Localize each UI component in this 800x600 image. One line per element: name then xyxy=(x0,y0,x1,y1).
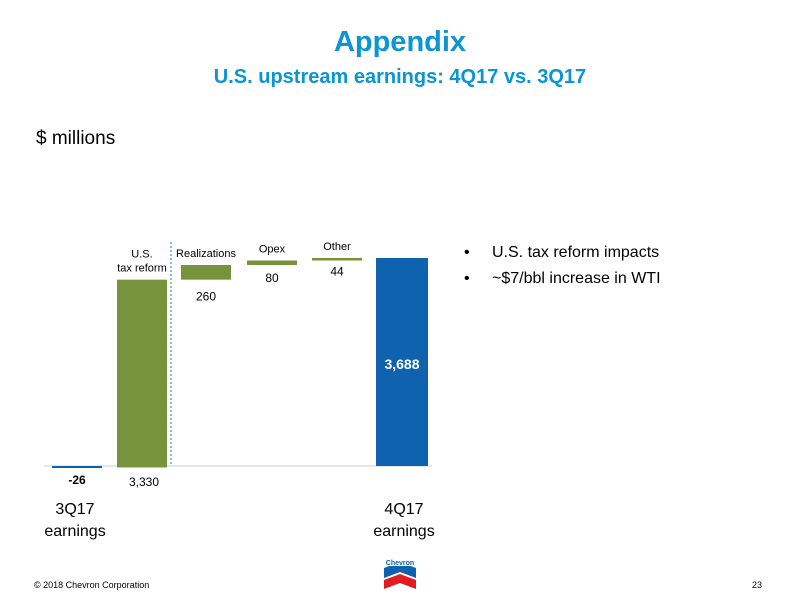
value-label-4: 44 xyxy=(330,264,344,278)
page-subtitle: U.S. upstream earnings: 4Q17 vs. 3Q17 xyxy=(213,66,587,88)
category-label-bottom-0-1: earnings xyxy=(44,523,105,540)
bar-1 xyxy=(117,279,167,468)
chevron-logo-icon: Chevron xyxy=(384,558,416,589)
value-label-1: 3,330 xyxy=(129,475,159,489)
value-label-3: 80 xyxy=(265,271,279,285)
bullet-dot-icon: • xyxy=(464,244,470,261)
category-label-top-2-0: Realizations xyxy=(176,248,236,260)
bullet-text: U.S. tax reform impacts xyxy=(492,244,660,261)
page-title: Appendix xyxy=(333,26,467,58)
category-label-top-1-1: tax reform xyxy=(117,263,167,275)
bullet-dot-icon: • xyxy=(464,270,470,287)
value-label-2: 260 xyxy=(196,290,216,304)
bar-2 xyxy=(181,264,231,280)
category-label-top-3-0: Opex xyxy=(259,243,286,255)
value-label-5: 3,688 xyxy=(384,356,419,372)
logo-wordmark: Chevron xyxy=(386,560,414,567)
category-label-top-4-0: Other xyxy=(323,241,351,253)
bar-5 xyxy=(376,258,428,466)
value-label-0: -26 xyxy=(68,473,86,487)
bullet-item: • ~$7/bbl increase in WTI xyxy=(462,270,661,288)
category-label-bottom-0-0: 3Q17 xyxy=(55,501,94,518)
bar-4 xyxy=(312,258,362,261)
bullet-text: ~$7/bbl increase in WTI xyxy=(492,270,661,287)
bar-0 xyxy=(52,466,102,468)
bar-3 xyxy=(247,260,297,265)
bullet-list: • U.S. tax reform impacts • ~$7/bbl incr… xyxy=(462,244,661,296)
bullet-item: • U.S. tax reform impacts xyxy=(462,244,661,262)
category-label-bottom-5-0: 4Q17 xyxy=(384,501,423,518)
units-label: $ millions xyxy=(36,128,116,149)
copyright-text: © 2018 Chevron Corporation xyxy=(34,580,150,590)
page-number: 23 xyxy=(751,580,762,590)
category-label-bottom-5-1: earnings xyxy=(373,523,434,540)
category-label-top-1-0: U.S. xyxy=(131,249,152,261)
